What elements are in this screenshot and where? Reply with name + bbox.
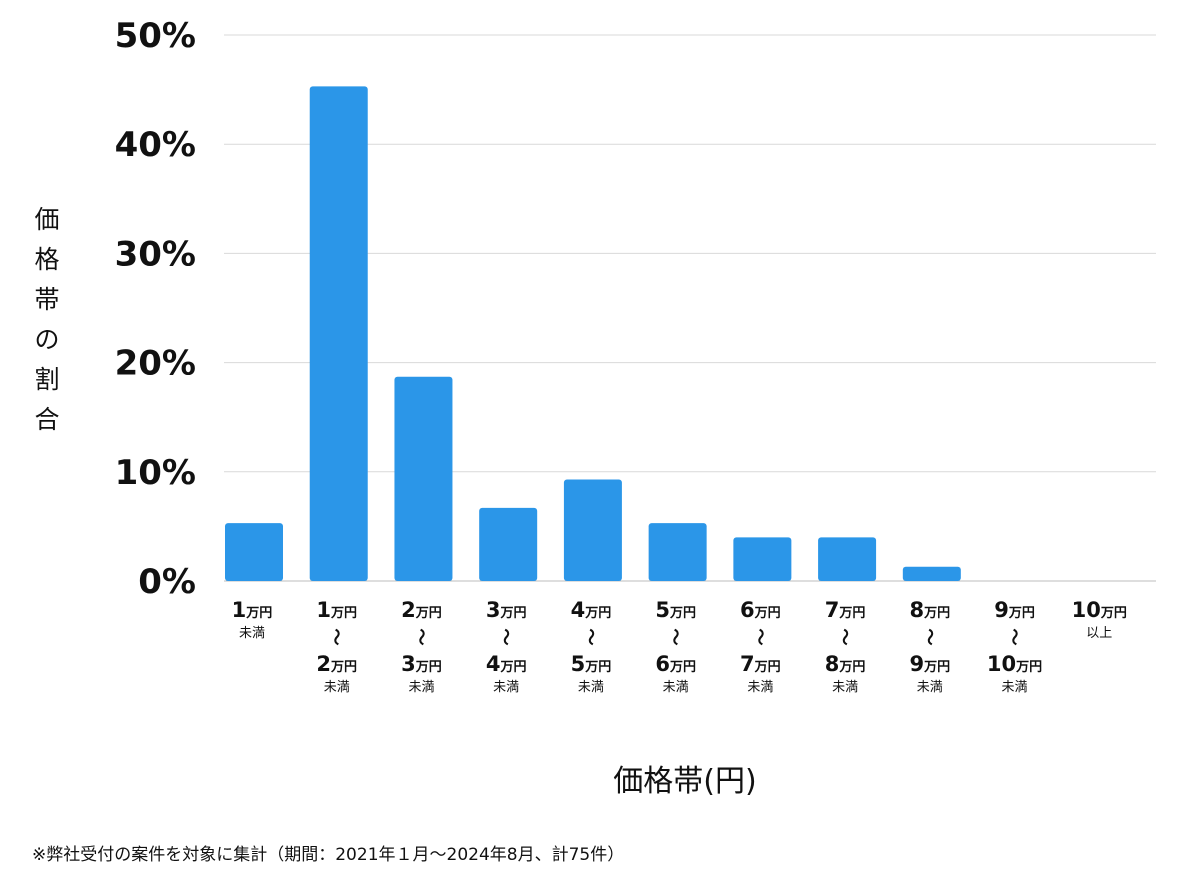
svg-text:6万円: 6万円 bbox=[655, 652, 696, 676]
svg-text:未満: 未満 bbox=[239, 626, 265, 641]
svg-text:未満: 未満 bbox=[493, 680, 519, 695]
svg-text:8万円: 8万円 bbox=[909, 598, 950, 622]
svg-text:1万円: 1万円 bbox=[232, 598, 273, 622]
bar bbox=[733, 537, 792, 581]
bar bbox=[394, 376, 453, 581]
svg-text:〜: 〜 bbox=[834, 629, 854, 646]
y-tick-label: 30% bbox=[115, 234, 196, 274]
svg-text:未満: 未満 bbox=[663, 680, 689, 695]
svg-text:未満: 未満 bbox=[324, 680, 350, 695]
bar bbox=[309, 86, 368, 581]
svg-text:未満: 未満 bbox=[747, 680, 773, 695]
svg-text:〜: 〜 bbox=[665, 629, 685, 646]
svg-text:未満: 未満 bbox=[832, 680, 858, 695]
svg-text:1万円: 1万円 bbox=[316, 598, 357, 622]
svg-text:未満: 未満 bbox=[578, 680, 604, 695]
x-axis-ticks: 1万円未満1万円〜2万円未満2万円〜3万円未満3万円〜4万円未満4万円〜5万円未… bbox=[232, 598, 1127, 695]
bar bbox=[648, 523, 707, 581]
svg-text:〜: 〜 bbox=[326, 629, 346, 646]
svg-text:9万円: 9万円 bbox=[909, 652, 950, 676]
svg-text:10万円: 10万円 bbox=[1072, 598, 1127, 622]
svg-text:5万円: 5万円 bbox=[571, 652, 612, 676]
svg-text:未満: 未満 bbox=[1002, 680, 1028, 695]
svg-text:7万円: 7万円 bbox=[825, 598, 866, 622]
svg-text:2万円: 2万円 bbox=[316, 652, 357, 676]
bar bbox=[225, 523, 283, 581]
svg-text:〜: 〜 bbox=[410, 629, 430, 646]
svg-text:〜: 〜 bbox=[1004, 629, 1024, 646]
bar bbox=[563, 479, 622, 581]
y-tick-label: 10% bbox=[115, 453, 196, 493]
gridlines bbox=[224, 34, 1156, 582]
y-axis-label: 価 格 帯 の 割 合 bbox=[34, 205, 60, 434]
bars bbox=[225, 86, 961, 581]
svg-text:3万円: 3万円 bbox=[401, 652, 442, 676]
svg-text:以上: 以上 bbox=[1086, 626, 1112, 641]
svg-text:4万円: 4万円 bbox=[486, 652, 527, 676]
y-axis-ticks: 0% 10% 20% 30% 40% 50% bbox=[115, 16, 196, 602]
svg-text:5万円: 5万円 bbox=[655, 598, 696, 622]
svg-text:3万円: 3万円 bbox=[486, 598, 527, 622]
y-tick-label: 0% bbox=[138, 562, 196, 602]
svg-text:7万円: 7万円 bbox=[740, 652, 781, 676]
svg-text:4万円: 4万円 bbox=[571, 598, 612, 622]
svg-text:2万円: 2万円 bbox=[401, 598, 442, 622]
svg-text:未満: 未満 bbox=[917, 680, 943, 695]
footnote: ※弊社受付の案件を対象に集計（期間：2021年１月〜2024年8月、計75件） bbox=[32, 845, 625, 865]
y-tick-label: 50% bbox=[115, 16, 196, 56]
bar bbox=[818, 537, 877, 581]
y-tick-label: 40% bbox=[115, 125, 196, 165]
svg-text:9万円: 9万円 bbox=[994, 598, 1035, 622]
svg-text:〜: 〜 bbox=[580, 629, 600, 646]
svg-text:〜: 〜 bbox=[919, 629, 939, 646]
svg-text:10万円: 10万円 bbox=[987, 652, 1042, 676]
svg-text:6万円: 6万円 bbox=[740, 598, 781, 622]
bar bbox=[479, 507, 538, 581]
svg-text:未満: 未満 bbox=[408, 680, 434, 695]
svg-text:〜: 〜 bbox=[495, 629, 515, 646]
x-axis-label: 価格帯(円) bbox=[613, 764, 757, 799]
svg-text:8万円: 8万円 bbox=[825, 652, 866, 676]
y-tick-label: 20% bbox=[115, 344, 196, 384]
svg-text:〜: 〜 bbox=[749, 629, 769, 646]
bar bbox=[902, 566, 961, 581]
